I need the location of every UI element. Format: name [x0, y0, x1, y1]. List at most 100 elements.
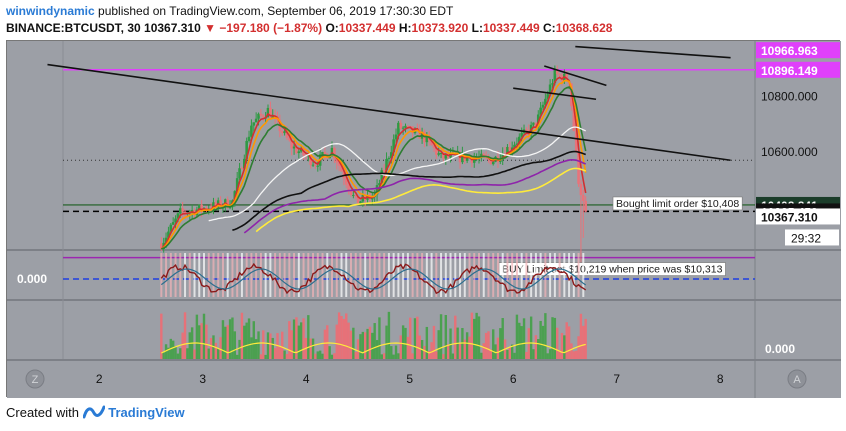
oscillator-bar — [302, 253, 305, 297]
volume-bar — [501, 318, 504, 359]
volume-bar — [480, 352, 483, 359]
oscillator-bar — [487, 253, 490, 297]
candle-body — [439, 152, 443, 154]
volume-bar — [513, 352, 516, 359]
auto-scale-button[interactable]: A — [787, 369, 807, 389]
candle-body — [482, 153, 486, 156]
oscillator-bar — [212, 253, 215, 297]
candle-body — [472, 158, 476, 163]
candle-body — [235, 178, 239, 192]
volume-bar — [473, 318, 476, 359]
corner-button-circle[interactable] — [787, 369, 807, 389]
volume-bar — [364, 332, 367, 359]
volume-bar — [558, 350, 561, 359]
candle-body — [169, 224, 173, 232]
volume-bar — [515, 314, 519, 359]
oscillator-bar — [444, 253, 447, 297]
volume-bar — [496, 337, 500, 359]
volume-bar — [449, 328, 452, 359]
oscillator-bar — [582, 253, 585, 297]
volume-bar — [442, 354, 445, 359]
candle-body — [183, 211, 187, 214]
volume-bar — [224, 326, 227, 359]
volume-bar — [508, 347, 512, 359]
corner-button-text[interactable]: A — [793, 374, 801, 386]
volume-bar — [217, 348, 220, 359]
oscillator-bar — [440, 253, 443, 297]
corner-button-text[interactable]: Z — [32, 374, 39, 386]
volume-bar — [202, 313, 206, 359]
volume-bar — [409, 317, 412, 359]
oscillator-bar — [335, 253, 338, 297]
candle-body — [404, 125, 407, 128]
volume-bar — [451, 353, 455, 359]
volume-bar — [347, 322, 350, 359]
candle-body — [510, 147, 514, 151]
candle-body — [584, 200, 587, 212]
volume-bar — [271, 337, 274, 359]
trendline[interactable] — [513, 87, 597, 101]
candle-body — [347, 184, 350, 191]
volume-bar — [401, 325, 405, 359]
chart-frame[interactable]: Bought limit order $10,408 BUY Limit set … — [6, 40, 841, 398]
tradingview-brand[interactable]: TradingView — [108, 405, 185, 420]
volume-bar — [193, 349, 196, 359]
price-label-white: 10367.310 — [756, 208, 840, 225]
annotation-box[interactable]: BUY Limit set $10,219 when price was $10… — [498, 262, 726, 276]
price-change: −197.180 (−1.87%) — [219, 21, 323, 35]
volume-bar — [574, 350, 578, 359]
oscillator-bar — [411, 253, 414, 297]
candle-body — [520, 133, 523, 137]
volume-bar — [295, 317, 298, 359]
candle-body — [385, 158, 388, 171]
volume-bar — [176, 353, 180, 359]
zoom-reset-button[interactable]: Z — [25, 369, 45, 389]
corner-button-circle[interactable] — [25, 369, 45, 389]
candle-body — [380, 170, 384, 184]
volume-bar — [444, 315, 448, 359]
candle-body — [160, 243, 163, 249]
volume-bar — [458, 343, 462, 359]
volume-bar — [349, 330, 353, 359]
candle-body — [539, 107, 542, 115]
trendline[interactable] — [544, 65, 607, 87]
candle-body — [269, 107, 272, 119]
volume-bar — [181, 332, 184, 359]
volume-average-line — [161, 342, 586, 354]
volume-bar — [532, 349, 535, 359]
trendline[interactable] — [575, 45, 731, 59]
oscillator-bar — [202, 253, 205, 297]
volume-bar — [556, 327, 559, 359]
trendline[interactable] — [47, 63, 731, 162]
volume-bar — [318, 350, 322, 359]
oscillator-bar — [549, 253, 552, 297]
volume-bar — [231, 317, 234, 359]
ma-purple-line — [243, 158, 587, 234]
volume-bar — [183, 312, 187, 359]
volume-bar — [482, 343, 485, 359]
oscillator-bar — [231, 253, 234, 297]
price-label-text: 10896.149 — [761, 64, 818, 78]
oscillator-value-label: 0.000 — [17, 272, 47, 286]
chart-svg[interactable]: Bought limit order $10,408 BUY Limit set … — [7, 41, 841, 398]
down-arrow-icon: ▼ — [204, 21, 216, 35]
volume-bar — [487, 331, 490, 359]
open-label: O: — [325, 21, 339, 35]
candle-body — [330, 147, 334, 156]
volume-bar — [179, 348, 182, 359]
volume-bar — [345, 313, 348, 359]
author-name[interactable]: winwindynamic — [6, 4, 95, 18]
volume-bar — [494, 344, 497, 359]
volume-bar — [354, 352, 357, 359]
publish-line: winwindynamic published on TradingView.c… — [6, 4, 453, 18]
volume-bar — [235, 354, 239, 359]
candle-body — [242, 158, 246, 169]
candle-body — [558, 74, 561, 76]
candle-body — [299, 148, 303, 152]
volume-bar — [285, 353, 289, 359]
volume-bar — [309, 338, 312, 359]
volume-bar — [209, 338, 213, 359]
oscillator-bar — [511, 253, 514, 297]
candle-body — [406, 125, 410, 127]
annotation-box[interactable]: Bought limit order $10,408 — [612, 196, 743, 211]
